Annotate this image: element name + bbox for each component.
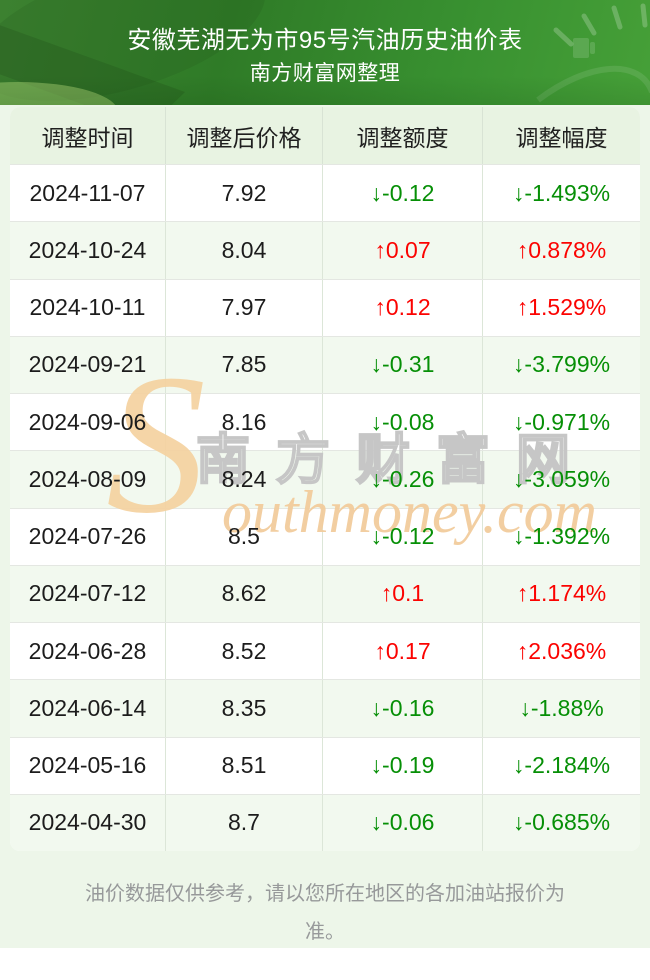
table-row: 2024-10-24 8.04 ↑0.07 ↑0.878% bbox=[10, 221, 640, 279]
cell-adjust-date: 2024-06-14 bbox=[10, 680, 166, 737]
cell-change-amount: ↓-0.06 bbox=[323, 794, 483, 851]
disclaimer-text: 油价数据仅供参考，请以您所在地区的各加油站报价为准。 bbox=[85, 883, 565, 943]
cell-change-rate: ↑1.529% bbox=[516, 294, 607, 321]
cell-change-rate: ↓-3.799% bbox=[512, 351, 611, 378]
col-header-change-rate: 调整幅度 bbox=[515, 124, 608, 151]
page-title: 安徽芜湖无为市95号汽油历史油价表 bbox=[127, 27, 523, 54]
cell-adjust-date: 2024-06-28 bbox=[10, 623, 166, 680]
cell-price-after: 8.24 bbox=[166, 451, 323, 508]
table-row: 2024-07-26 8.5 ↓-0.12 ↓-1.392% bbox=[10, 507, 640, 565]
cell-change-amount: ↓-0.12 bbox=[323, 508, 483, 565]
cell-price-after: 8.5 bbox=[166, 508, 323, 565]
cell-price-after: 8.16 bbox=[166, 394, 323, 451]
cell-change-rate: ↑0.878% bbox=[516, 236, 607, 263]
cell-adjust-date: 2024-09-21 bbox=[10, 336, 166, 393]
col-header-price-after: 调整后价格 bbox=[166, 107, 323, 164]
cell-price-after: 8.62 bbox=[166, 565, 323, 622]
gauge-arc bbox=[536, 65, 650, 103]
content-area: 调整时间 调整后价格 调整额度 调整幅度 2024-11-07 7.92 ↓-0… bbox=[0, 105, 650, 948]
cell-price-after: 7.97 bbox=[166, 279, 323, 336]
cell-change-rate: ↓-1.88% bbox=[519, 694, 604, 721]
cell-price-after: 7.92 bbox=[166, 165, 323, 222]
cell-change-amount: ↓-0.19 bbox=[323, 737, 483, 794]
cell-price-after: 8.52 bbox=[166, 623, 323, 680]
table-header-row: 调整时间 调整后价格 调整额度 调整幅度 bbox=[10, 107, 640, 164]
table-row: 2024-06-14 8.35 ↓-0.16 ↓-1.88% bbox=[10, 679, 640, 737]
banner-shade-overlay bbox=[0, 0, 650, 105]
cell-adjust-date: 2024-10-11 bbox=[10, 279, 166, 336]
cell-price-after: 8.35 bbox=[166, 680, 323, 737]
fuel-pump-icon bbox=[573, 38, 595, 58]
fuel-nozzle-shape bbox=[0, 25, 185, 105]
table-row: 2024-10-11 7.97 ↑0.12 ↑1.529% bbox=[10, 278, 640, 336]
cell-price-after: 8.7 bbox=[166, 794, 323, 851]
cell-adjust-date: 2024-08-09 bbox=[10, 451, 166, 508]
cell-change-rate: ↑1.174% bbox=[516, 580, 607, 607]
cell-change-amount: ↑0.17 bbox=[323, 623, 483, 680]
cell-change-rate: ↓-1.493% bbox=[512, 179, 611, 206]
cell-change-rate: ↓-2.184% bbox=[512, 752, 611, 779]
cell-adjust-date: 2024-05-16 bbox=[10, 737, 166, 794]
table-row: 2024-06-28 8.52 ↑0.17 ↑2.036% bbox=[10, 622, 640, 680]
cell-change-rate: ↓-0.971% bbox=[512, 408, 611, 435]
cell-change-amount: ↓-0.08 bbox=[323, 394, 483, 451]
cell-adjust-date: 2024-07-26 bbox=[10, 508, 166, 565]
cell-change-amount: ↓-0.12 bbox=[323, 165, 483, 222]
cell-price-after: 7.85 bbox=[166, 336, 323, 393]
cell-adjust-date: 2024-07-12 bbox=[10, 565, 166, 622]
table-body: 2024-11-07 7.92 ↓-0.12 ↓-1.493% 2024-10-… bbox=[10, 164, 640, 851]
cell-change-amount: ↑0.07 bbox=[323, 222, 483, 279]
fuel-gauge-background-art bbox=[0, 0, 650, 105]
cell-change-amount: ↑0.12 bbox=[323, 279, 483, 336]
bottom-white-strip bbox=[0, 948, 650, 980]
cell-adjust-date: 2024-11-07 bbox=[10, 165, 166, 222]
cell-change-amount: ↑0.1 bbox=[323, 565, 483, 622]
cell-change-amount: ↓-0.31 bbox=[323, 336, 483, 393]
table-row: 2024-11-07 7.92 ↓-0.12 ↓-1.493% bbox=[10, 164, 640, 222]
cell-change-amount: ↓-0.26 bbox=[323, 451, 483, 508]
cell-change-rate: ↑2.036% bbox=[516, 637, 607, 664]
cell-adjust-date: 2024-04-30 bbox=[10, 794, 166, 851]
page-subtitle: 南方财富网整理 bbox=[249, 62, 401, 85]
oil-price-history-table: 调整时间 调整后价格 调整额度 调整幅度 2024-11-07 7.92 ↓-0… bbox=[10, 107, 640, 851]
cell-change-rate: ↓-3.059% bbox=[512, 465, 611, 492]
table-row: 2024-04-30 8.7 ↓-0.06 ↓-0.685% bbox=[10, 793, 640, 851]
table-row: 2024-09-21 7.85 ↓-0.31 ↓-3.799% bbox=[10, 335, 640, 393]
table-row: 2024-09-06 8.16 ↓-0.08 ↓-0.971% bbox=[10, 393, 640, 451]
gauge-tick-marks bbox=[553, 3, 648, 47]
col-header-adjust-time: 调整时间 bbox=[10, 107, 166, 164]
page-header-banner: 安徽芜湖无为市95号汽油历史油价表 南方财富网整理 bbox=[0, 0, 650, 105]
col-header-change-amount: 调整额度 bbox=[323, 107, 483, 164]
cell-change-rate: ↓-1.392% bbox=[512, 523, 611, 550]
cell-change-amount: ↓-0.16 bbox=[323, 680, 483, 737]
cell-adjust-date: 2024-10-24 bbox=[10, 222, 166, 279]
cell-adjust-date: 2024-09-06 bbox=[10, 394, 166, 451]
cell-price-after: 8.51 bbox=[166, 737, 323, 794]
table-row: 2024-05-16 8.51 ↓-0.19 ↓-2.184% bbox=[10, 736, 640, 794]
cell-change-rate: ↓-0.685% bbox=[512, 809, 611, 836]
table-row: 2024-07-12 8.62 ↑0.1 ↑1.174% bbox=[10, 564, 640, 622]
table-row: 2024-08-09 8.24 ↓-0.26 ↓-3.059% bbox=[10, 450, 640, 508]
cell-price-after: 8.04 bbox=[166, 222, 323, 279]
